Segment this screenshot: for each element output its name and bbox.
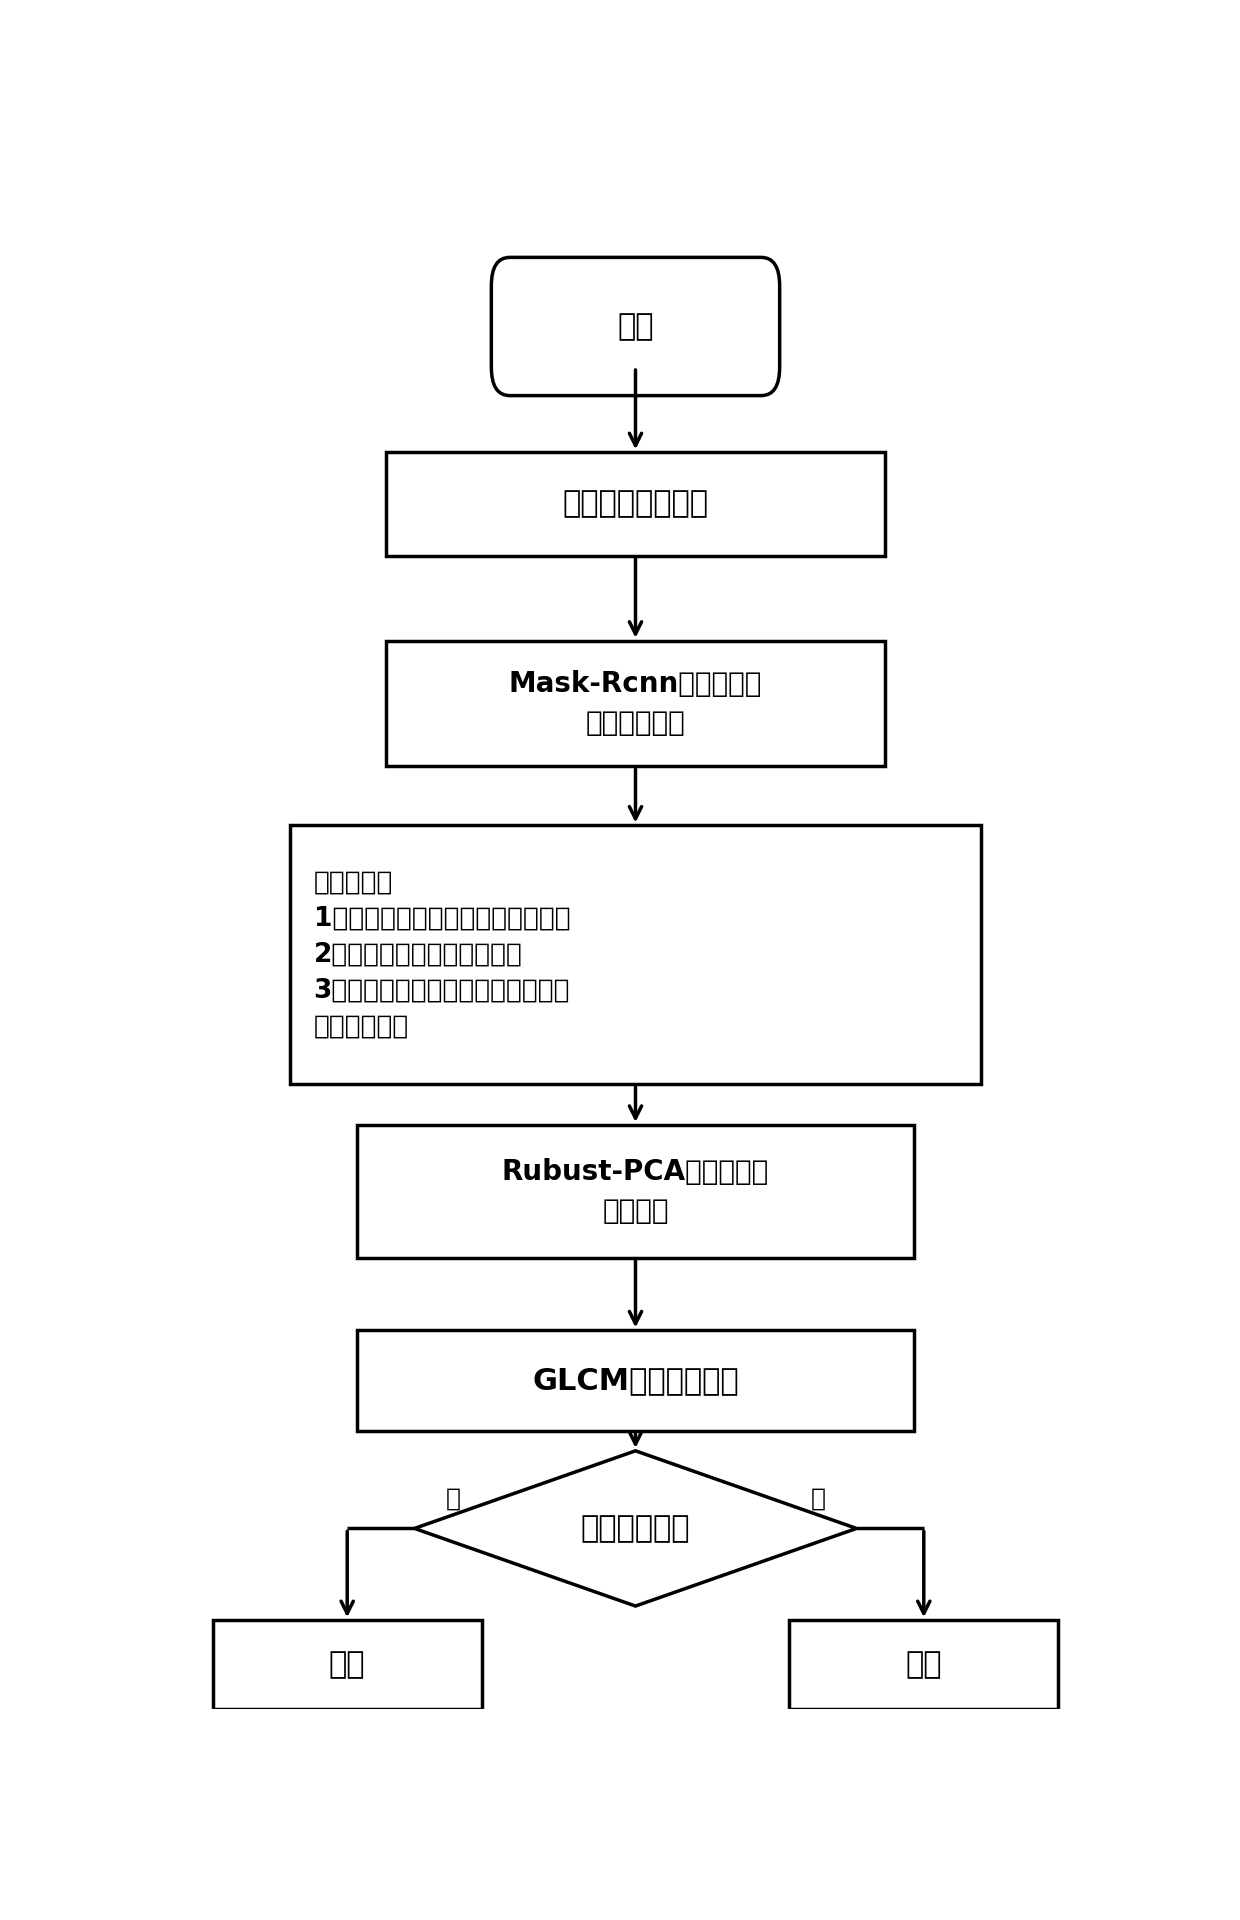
Bar [290, 826, 982, 1085]
Bar [789, 1620, 1059, 1709]
Bar [357, 1331, 914, 1430]
FancyBboxPatch shape [491, 257, 780, 396]
Text: 故障: 故障 [905, 1649, 942, 1678]
Text: 开始: 开始 [618, 311, 653, 342]
Text: 否: 否 [445, 1486, 460, 1511]
Bar [213, 1620, 481, 1709]
Text: 是: 是 [811, 1486, 826, 1511]
Text: 待检测接触网图像: 待检测接触网图像 [563, 490, 708, 518]
Polygon shape [414, 1452, 857, 1605]
Bar [386, 453, 885, 555]
Text: GLCM纹理特征提取: GLCM纹理特征提取 [532, 1367, 739, 1396]
Bar [386, 641, 885, 766]
Bar [357, 1125, 914, 1258]
Text: Rubust-PCA处理提取前
景和背景: Rubust-PCA处理提取前 景和背景 [502, 1158, 769, 1225]
Text: 正常: 正常 [329, 1649, 366, 1678]
Text: 周期提取：
1、计算外接矩，检测角度并旋转；
2、绝缘子周期特征点提取；
3、二次函数拟合绝缘子边缘并分割
单个绝缘子片: 周期提取： 1、计算外接矩，检测角度并旋转； 2、绝缘子周期特征点提取； 3、二… [314, 870, 570, 1041]
Text: 是否大于阈值: 是否大于阈值 [580, 1515, 691, 1544]
Text: Mask-Rcnn卷积神经网
络定位与分割: Mask-Rcnn卷积神经网 络定位与分割 [508, 670, 763, 737]
